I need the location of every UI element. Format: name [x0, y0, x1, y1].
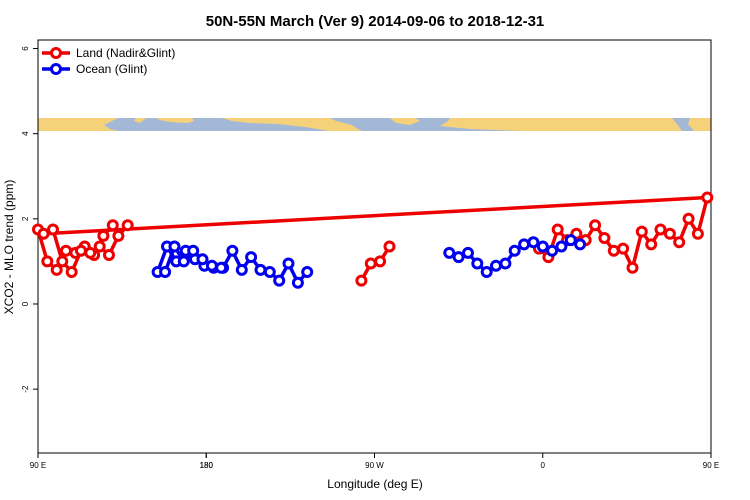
data-point	[452, 251, 465, 264]
y-axis-label: XCO2 - MLO trend (ppm)	[2, 180, 16, 315]
y-tick-label: -2	[21, 385, 30, 393]
strip-land-bands	[38, 118, 711, 131]
data-point	[555, 240, 568, 253]
data-point	[364, 257, 377, 270]
series-layer	[32, 191, 714, 289]
legend-land-label: Land (Nadir&Glint)	[76, 46, 175, 60]
x-axis-label: Longitude (deg E)	[327, 477, 422, 491]
legend: Land (Nadir&Glint) Ocean (Glint)	[42, 46, 175, 76]
data-point	[682, 212, 695, 225]
data-point	[97, 229, 110, 242]
data-point	[574, 238, 587, 251]
data-point	[645, 238, 658, 251]
legend-ocean-label: Ocean (Glint)	[76, 62, 147, 76]
data-point	[691, 227, 704, 240]
series-land	[32, 191, 714, 287]
data-point	[355, 274, 368, 287]
y-tick-label: 4	[21, 131, 30, 136]
data-point	[37, 227, 50, 240]
data-point	[263, 266, 276, 278]
data-point	[65, 266, 78, 278]
data-point	[41, 255, 54, 268]
data-point	[480, 266, 493, 278]
data-point	[84, 246, 97, 259]
data-point	[47, 223, 59, 236]
data-point	[617, 242, 630, 255]
data-point	[103, 249, 115, 261]
data-point	[205, 259, 218, 272]
data-point	[607, 244, 620, 257]
data-point	[50, 263, 63, 276]
data-point	[626, 261, 639, 274]
data-point	[635, 225, 648, 238]
legend-land-marker	[50, 47, 62, 59]
y-tick-label: 2	[21, 216, 30, 221]
data-point	[518, 238, 531, 251]
data-point	[168, 240, 181, 253]
data-point	[226, 244, 239, 257]
data-point	[121, 219, 134, 232]
data-point	[106, 219, 119, 232]
data-point	[443, 246, 456, 259]
data-point	[282, 257, 295, 270]
x-tick-label: 180	[200, 461, 214, 470]
land-ocean-strip	[38, 118, 711, 131]
data-point	[93, 240, 106, 253]
data-point	[551, 223, 564, 236]
data-point	[235, 263, 248, 276]
data-point	[196, 253, 209, 266]
data-point	[654, 223, 667, 236]
data-point	[490, 259, 502, 272]
data-point	[701, 191, 714, 204]
data-point	[663, 227, 676, 240]
data-point	[536, 240, 549, 253]
data-point	[112, 229, 125, 242]
data-point	[508, 244, 521, 257]
data-point	[374, 255, 387, 268]
data-point	[471, 257, 484, 270]
legend-ocean-marker	[50, 63, 62, 75]
data-point	[60, 244, 72, 257]
data-point	[75, 244, 87, 257]
x-tick-label: 90 W	[365, 461, 384, 470]
data-point	[254, 263, 267, 276]
data-point	[499, 257, 512, 270]
x-tick-label: 180	[200, 461, 214, 470]
data-point	[589, 219, 602, 232]
series-ocean	[151, 234, 587, 289]
data-point	[598, 232, 611, 244]
data-point	[177, 255, 190, 268]
data-point	[564, 234, 577, 247]
data-point	[291, 276, 304, 289]
data-point	[159, 266, 172, 278]
x-tick-label: 90 E	[703, 461, 719, 470]
x-tick-label: 90 E	[30, 461, 46, 470]
data-point	[673, 236, 686, 249]
y-tick-label: 0	[21, 301, 30, 306]
data-point	[301, 266, 314, 278]
y-tick-label: 6	[21, 46, 30, 51]
data-point	[187, 244, 200, 257]
data-point	[462, 246, 474, 259]
data-point	[383, 240, 396, 253]
data-point	[546, 244, 559, 257]
chart-title: 50N-55N March (Ver 9) 2014-09-06 to 2018…	[206, 13, 545, 30]
data-point	[245, 251, 258, 264]
data-point	[215, 261, 228, 274]
y-axis: -2 0 2 4 6	[21, 46, 38, 393]
data-point	[273, 274, 286, 287]
data-point	[527, 236, 540, 249]
data-point	[56, 255, 69, 268]
x-tick-label: 0	[541, 461, 546, 470]
